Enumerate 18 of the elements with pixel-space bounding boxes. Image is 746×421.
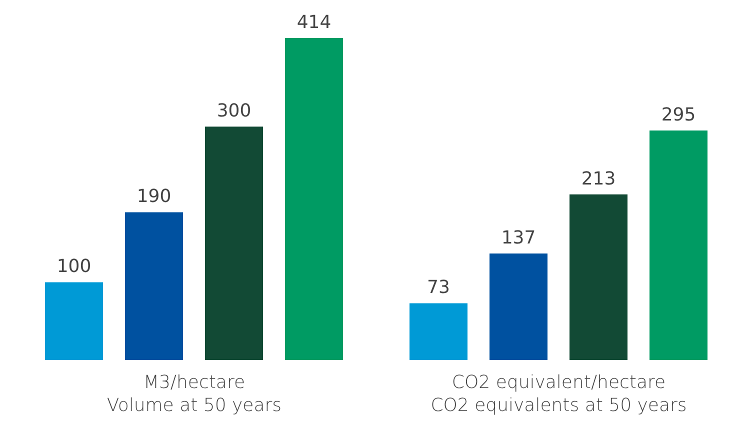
bar — [45, 282, 103, 360]
data-label: 73 — [427, 277, 450, 298]
bar — [125, 212, 183, 360]
bar — [650, 130, 708, 360]
data-label: 414 — [296, 12, 332, 33]
bar — [570, 194, 628, 360]
x-tick-label: CO2 equivalent/hectare CO2 equivalents at 50 years — [430, 372, 687, 416]
data-label: 213 — [581, 168, 616, 190]
bar — [410, 303, 468, 360]
data-label: 295 — [661, 104, 696, 126]
x-tick-label: M3/hectare Volume at 50 years — [106, 372, 282, 416]
data-label: 100 — [56, 256, 92, 278]
data-label: 300 — [216, 100, 252, 122]
data-label: 137 — [501, 227, 536, 248]
data-label: 190 — [136, 186, 172, 208]
bar — [285, 38, 343, 360]
bar — [205, 126, 263, 360]
bar — [490, 253, 548, 360]
